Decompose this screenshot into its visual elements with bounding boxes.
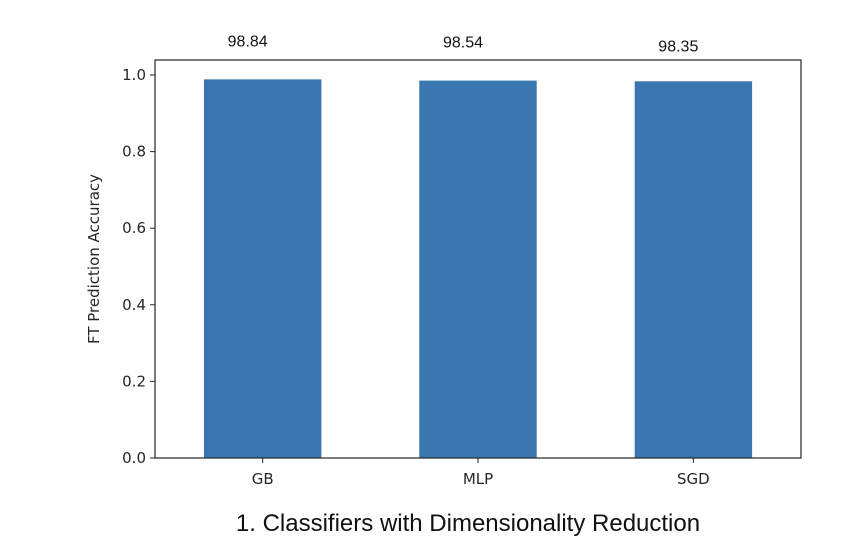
chart-caption: 1. Classifiers with Dimensionality Reduc… [236,510,700,537]
data-label-sgd: 98.35 [658,38,698,55]
y-tick-label-5: 1.0 [122,66,146,84]
data-label-mlp: 98.54 [443,35,483,52]
bar-mlp [419,80,537,458]
bars-group [204,79,753,459]
x-tick-label-mlp: MLP [463,470,493,488]
y-tick-label-1: 0.2 [122,372,146,390]
y-tick-label-4: 0.8 [122,143,146,161]
x-axis: GB MLP SGD [252,458,710,488]
x-tick-label-gb: GB [252,470,274,488]
x-tick-label-sgd: SGD [677,470,710,488]
bar-gb [204,79,322,459]
y-axis-label: FT Prediction Accuracy [85,174,103,344]
y-axis: 0.0 0.2 0.4 0.6 0.8 1.0 [122,66,155,467]
data-label-gb: 98.84 [228,33,268,50]
bar-sgd [634,81,753,459]
y-tick-label-0: 0.0 [122,449,146,467]
y-tick-label-2: 0.4 [122,296,146,314]
y-tick-label-3: 0.6 [122,219,146,237]
data-labels-group: 98.84 98.54 98.35 [228,33,699,55]
